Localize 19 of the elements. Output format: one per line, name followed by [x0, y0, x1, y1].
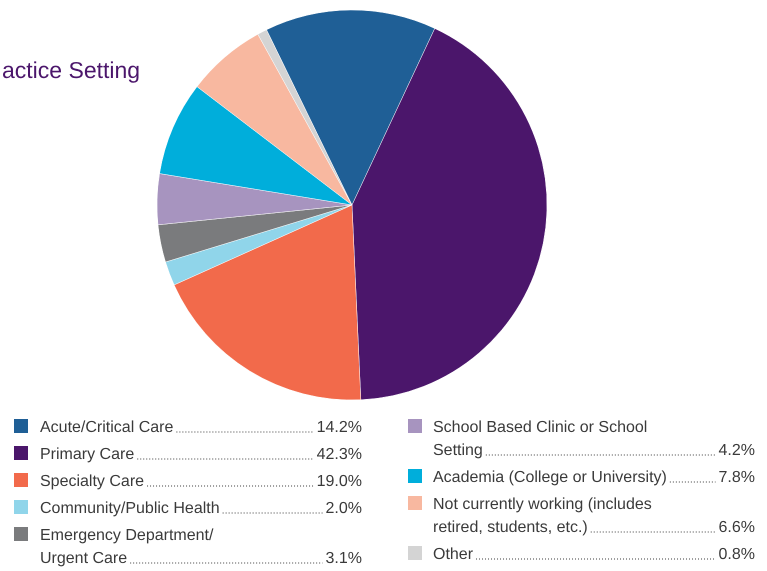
legend-label: Other: [433, 546, 474, 563]
legend-label: School Based Clinic or School Setting: [433, 419, 648, 459]
text: actice Setting: [2, 57, 140, 83]
data-label: 7.8%: [718, 469, 755, 486]
data-label: 42.3%: [316, 446, 362, 463]
legend-label: Specialty Care: [40, 473, 144, 490]
legend-label: Not currently working (includes retired, students, etc.): [433, 496, 652, 536]
legend-label: Emergency Department/ Urgent Care: [40, 527, 214, 567]
legend-label: Acute/Critical Care: [40, 419, 174, 436]
data-label: 2.0%: [326, 500, 362, 517]
legend-label: Community/Public Health: [40, 500, 220, 517]
data-label: 4.2%: [718, 442, 755, 459]
legend-label: Primary Care: [40, 446, 134, 463]
legend-label: Academia (College or University): [433, 469, 667, 486]
data-label: 19.0%: [316, 473, 362, 490]
data-label: 14.2%: [316, 419, 362, 436]
data-label: 3.1%: [326, 550, 362, 567]
data-label: 6.6%: [718, 519, 755, 536]
data-label: 0.8%: [718, 546, 755, 563]
